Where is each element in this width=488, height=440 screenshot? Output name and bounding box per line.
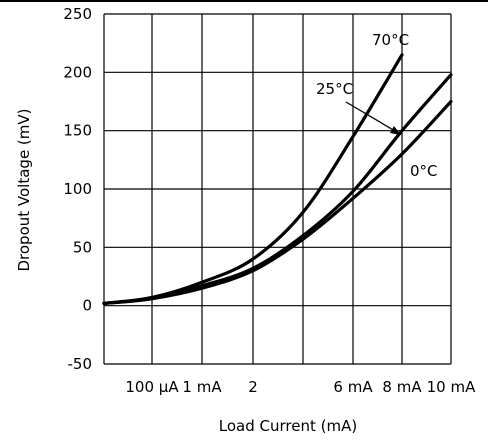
y-tick-labels: -50 0 50 100 150 200 250 — [63, 5, 92, 373]
series-label-25c: 25°C — [316, 80, 353, 98]
annotation-arrow-25c — [345, 101, 401, 135]
y-tick-label: -50 — [68, 355, 93, 373]
series-label-0c: 0°C — [410, 162, 438, 180]
series-curves — [102, 53, 453, 305]
grid — [103, 13, 452, 365]
y-tick-label: 50 — [73, 238, 92, 256]
y-tick-label: 0 — [82, 297, 92, 315]
y-tick-label: 150 — [63, 122, 92, 140]
y-tick-label: 250 — [63, 5, 92, 23]
y-tick-label: 200 — [63, 63, 92, 81]
series-line-2 — [102, 99, 453, 305]
x-tick-label: 2 — [248, 378, 258, 396]
x-axis-label: Load Current (mA) — [219, 417, 357, 435]
series-label-70c: 70°C — [372, 31, 409, 49]
y-axis-label: Dropout Voltage (mV) — [15, 108, 33, 271]
x-tick-label: 100 μA — [125, 378, 179, 396]
x-tick-label: 1 mA — [182, 378, 222, 396]
x-tick-label: 10 mA — [427, 378, 476, 396]
x-tick-labels: 100 μA 1 mA 2 6 mA 8 mA 10 mA — [125, 378, 476, 396]
x-tick-label: 8 mA — [382, 378, 422, 396]
y-tick-label: 100 — [63, 180, 92, 198]
x-tick-label: 6 mA — [333, 378, 373, 396]
